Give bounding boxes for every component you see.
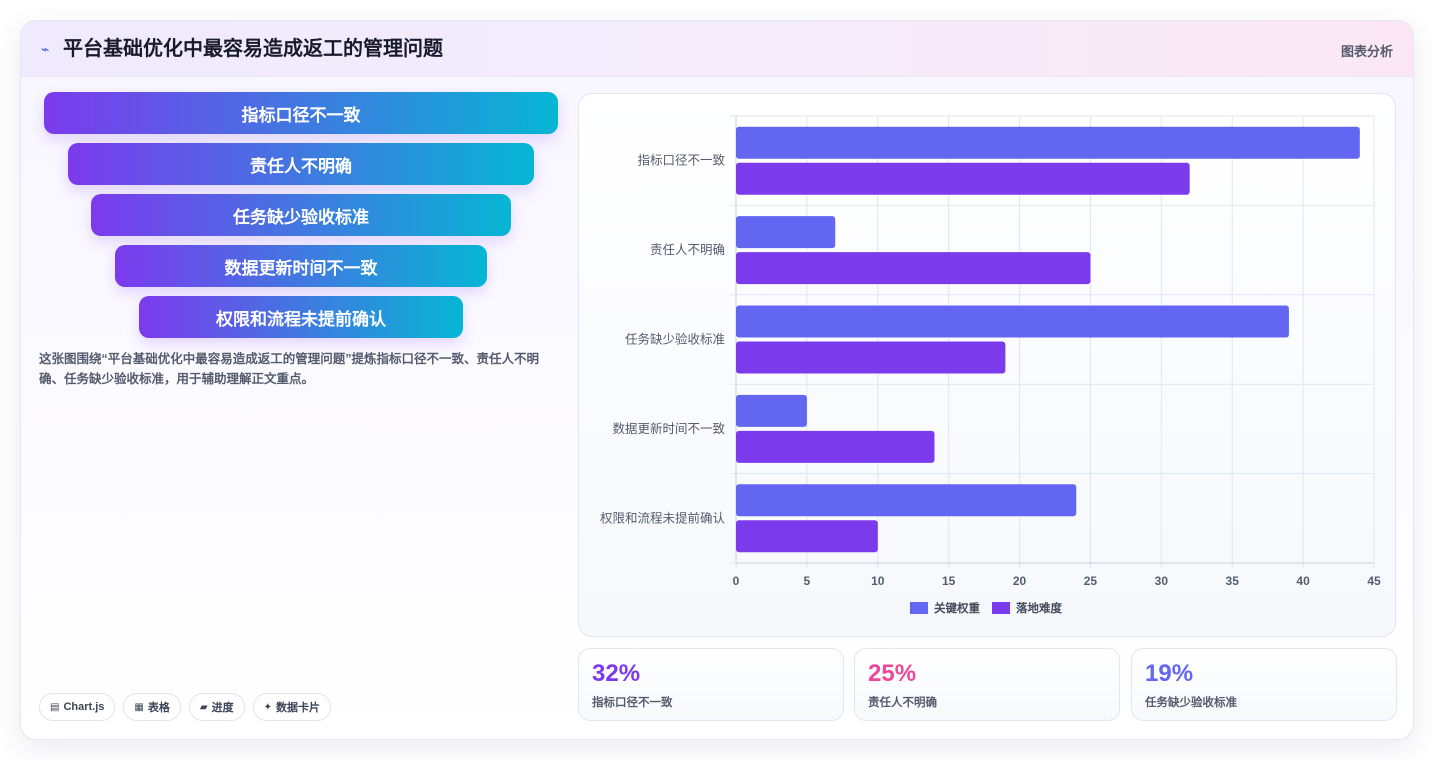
funnel-item-4: 数据更新时间不一致: [115, 245, 487, 287]
funnel-item-2: 责任人不明确: [68, 143, 534, 185]
stat-card-3: 19% 任务缺少验收标准: [1131, 648, 1397, 721]
y-tick-label: 指标口径不一致: [637, 153, 725, 168]
x-tick-label: 40: [1296, 574, 1310, 588]
chip-table[interactable]: ▦ 表格: [123, 693, 181, 721]
chip-label: 表格: [147, 702, 170, 714]
bar-weight: [736, 305, 1289, 338]
progress-icon: ▰: [199, 701, 208, 713]
bar-weight: [736, 484, 1077, 517]
legend-swatch: [910, 602, 928, 614]
chart-card: ⌁ 平台基础优化中最容易造成返工的管理问题 图表分析 指标口径不一致 责任人不明…: [20, 20, 1414, 740]
bar-difficulty: [736, 252, 1091, 285]
bar-difficulty: [736, 520, 878, 553]
x-tick-label: 15: [942, 574, 956, 588]
description-text: 这张图围绕“平台基础优化中最容易造成返工的管理问题”提炼指标口径不一致、责任人不…: [39, 352, 540, 386]
chart-icon: ▤: [50, 701, 60, 713]
stat-label: 责任人不明确: [868, 697, 937, 709]
x-tick-label: 35: [1226, 574, 1240, 588]
table-icon: ▦: [134, 701, 144, 713]
y-tick-label: 权限和流程未提前确认: [600, 510, 726, 525]
chart-analysis-label: 图表分析: [1340, 44, 1393, 59]
chart-panel: 指标口径不一致责任人不明确任务缺少验收标准数据更新时间不一致权限和流程未提前确认…: [578, 93, 1396, 637]
y-tick-label: 责任人不明确: [650, 243, 725, 257]
bar-difficulty: [736, 341, 1006, 374]
funnel-item-3: 任务缺少验收标准: [91, 194, 511, 236]
chip-progress[interactable]: ▰ 进度: [188, 693, 245, 721]
chip-label: 数据卡片: [275, 702, 320, 714]
chip-label: 进度: [211, 702, 234, 714]
legend-swatch: [992, 602, 1010, 614]
bar-weight: [736, 126, 1360, 159]
stat-card-1: 32% 指标口径不一致: [578, 648, 844, 721]
x-tick-label: 0: [733, 574, 740, 588]
bar-chart: 指标口径不一致责任人不明确任务缺少验收标准数据更新时间不一致权限和流程未提前确认…: [600, 115, 1381, 615]
stat-value: 19%: [1145, 660, 1194, 687]
funnel-item-1: 指标口径不一致: [44, 92, 558, 134]
bar-difficulty: [736, 162, 1190, 195]
bar-weight: [736, 394, 807, 427]
stat-card-2: 25% 责任人不明确: [854, 648, 1120, 721]
chip-data-card[interactable]: ✦ 数据卡片: [252, 693, 331, 721]
chip-chartjs[interactable]: ▤ Chart.js: [39, 693, 116, 721]
x-tick-label: 5: [804, 574, 811, 588]
chip-group: ▤ Chart.js ▦ 表格 ▰ 进度 ✦ 数据卡片: [39, 693, 331, 721]
x-tick-label: 20: [1013, 574, 1027, 588]
bar-difficulty: [736, 430, 935, 463]
sparkle-icon: ✦: [263, 701, 272, 713]
legend-label: 落地难度: [1016, 601, 1062, 615]
chip-label: Chart.js: [63, 701, 105, 713]
x-tick-label: 25: [1084, 574, 1098, 588]
trend-icon: ⌁: [41, 41, 50, 57]
stat-value: 25%: [868, 660, 917, 687]
stat-label: 任务缺少验收标准: [1145, 697, 1237, 709]
x-tick-label: 10: [871, 574, 885, 588]
x-tick-label: 30: [1155, 574, 1169, 588]
stat-label: 指标口径不一致: [592, 697, 673, 709]
card-header: ⌁ 平台基础优化中最容易造成返工的管理问题 图表分析: [21, 21, 1413, 77]
page-title: 平台基础优化中最容易造成返工的管理问题: [63, 38, 443, 60]
x-tick-label: 45: [1367, 574, 1381, 588]
bar-weight: [736, 216, 836, 249]
funnel-item-5: 权限和流程未提前确认: [139, 296, 463, 338]
stat-value: 32%: [592, 660, 641, 687]
y-tick-label: 任务缺少验收标准: [625, 332, 725, 347]
y-tick-label: 数据更新时间不一致: [612, 421, 725, 436]
legend-label: 关键权重: [934, 601, 980, 615]
